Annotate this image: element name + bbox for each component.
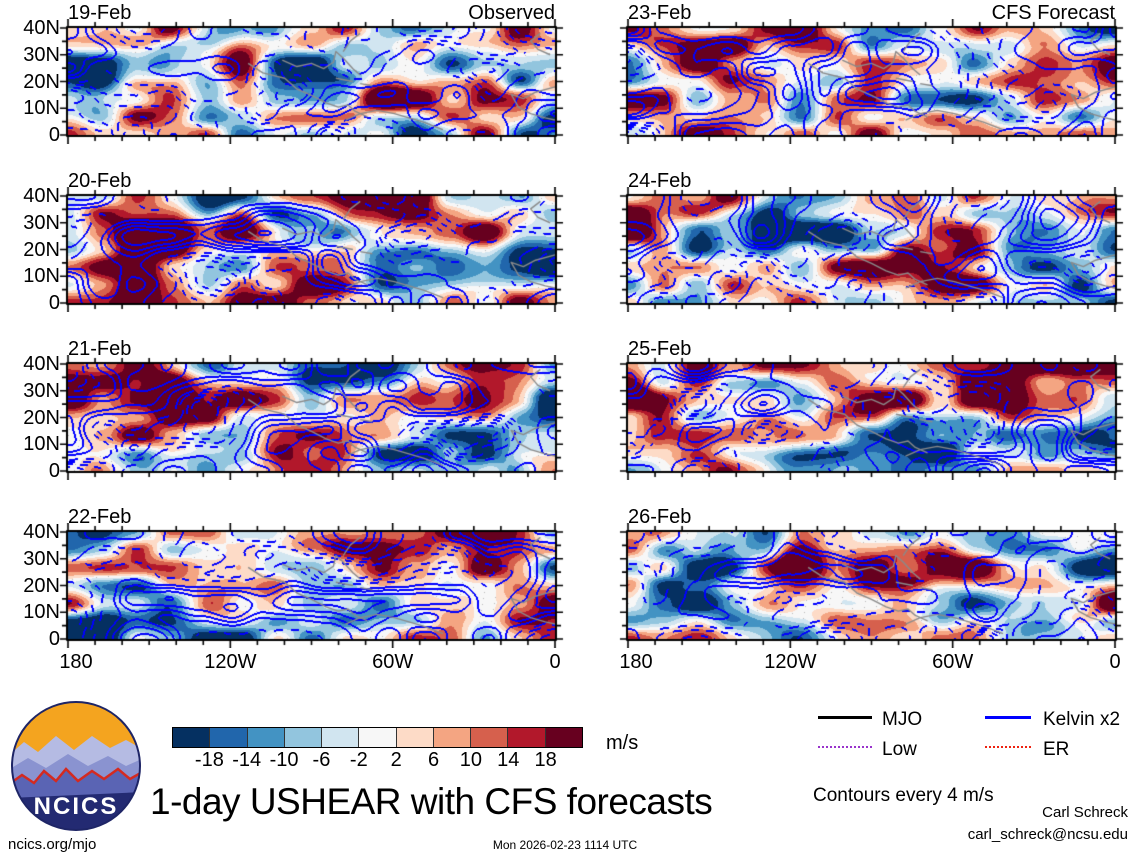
panel-date-21-feb: 21-Feb bbox=[68, 338, 132, 360]
map-panel-19-feb bbox=[59, 19, 564, 144]
panel-date-22-feb: 22-Feb bbox=[68, 506, 132, 528]
x-tick-label: 60W bbox=[372, 651, 414, 673]
y-tick-label: 20N bbox=[23, 574, 60, 597]
x-tick-label: 180 bbox=[59, 651, 93, 673]
colorbar-tick-label: -2 bbox=[349, 749, 368, 771]
colorbar-segment bbox=[471, 728, 509, 747]
contour-interval-note: Contours every 4 m/s bbox=[813, 785, 994, 806]
y-tick-label: 30N bbox=[23, 43, 60, 66]
x-tick-label: 0 bbox=[549, 651, 561, 673]
y-tick-label: 10N bbox=[23, 265, 60, 288]
map-panel-23-feb bbox=[619, 19, 1124, 144]
colorbar-tick-label: -14 bbox=[232, 749, 262, 771]
footer-author-email[interactable]: carl_schreck@ncsu.edu bbox=[967, 826, 1128, 843]
y-tick-label: 20N bbox=[23, 238, 60, 261]
colorbar-segment bbox=[322, 728, 360, 747]
colorbar-tick-label: -10 bbox=[269, 749, 299, 771]
colorbar-segment bbox=[247, 728, 285, 747]
colorbar-segment bbox=[210, 728, 248, 747]
colorbar-segment bbox=[359, 728, 397, 747]
y-tick-label: 20N bbox=[23, 70, 60, 93]
legend-line-low bbox=[818, 746, 872, 748]
panel-date-23-feb: 23-Feb bbox=[628, 2, 692, 24]
y-tick-label: 30N bbox=[23, 211, 60, 234]
legend-label-mjo: MJO bbox=[882, 709, 923, 730]
legend-line-er bbox=[985, 746, 1031, 748]
map-panel-25-feb bbox=[619, 355, 1124, 480]
colorbar-units: m/s bbox=[606, 732, 639, 754]
x-tick-label: 120W bbox=[764, 651, 817, 673]
y-tick-label: 10N bbox=[23, 433, 60, 456]
x-tick-label: 0 bbox=[1109, 651, 1121, 673]
panel-date-24-feb: 24-Feb bbox=[628, 170, 692, 192]
colorbar-tick-label: 2 bbox=[390, 749, 402, 771]
panel-date-19-feb: 19-Feb bbox=[68, 2, 132, 24]
ncics-logo: NCICS bbox=[11, 701, 141, 831]
colorbar-segment bbox=[173, 728, 211, 747]
colorbar-tick-label: 6 bbox=[427, 749, 440, 771]
y-tick-label: 20N bbox=[23, 406, 60, 429]
colorbar-segment bbox=[545, 728, 582, 747]
colorbar-tick-label: 10 bbox=[459, 749, 483, 771]
colorbar-tick-label: 14 bbox=[497, 749, 520, 771]
legend-label-low: Low bbox=[882, 739, 917, 760]
legend-label-kelvin: Kelvin x2 bbox=[1043, 709, 1121, 730]
x-tick-label: 180 bbox=[619, 651, 653, 673]
logo-red-ridgeline bbox=[12, 767, 140, 787]
footer-author-name: Carl Schreck bbox=[1042, 804, 1128, 821]
column-title-cfs-forecast: CFS Forecast bbox=[991, 2, 1115, 24]
map-panel-21-feb bbox=[59, 355, 564, 480]
y-tick-label: 0 bbox=[48, 460, 60, 482]
footer-timestamp: Mon 2026-02-23 1114 UTC bbox=[492, 838, 638, 852]
logo-rim bbox=[11, 701, 141, 831]
colorbar-tick-label: 18 bbox=[534, 749, 557, 771]
colorbar-tick-label: -18 bbox=[194, 749, 224, 771]
x-tick-label: 120W bbox=[204, 651, 257, 673]
legend-label-er: ER bbox=[1043, 739, 1070, 760]
footer-site-link[interactable]: ncics.org/mjo bbox=[8, 836, 97, 853]
figure-title: 1-day USHEAR with CFS forecasts bbox=[150, 781, 713, 822]
y-tick-label: 40N bbox=[23, 353, 60, 375]
colorbar bbox=[172, 727, 583, 748]
map-panel-22-feb bbox=[59, 523, 564, 648]
y-tick-label: 0 bbox=[48, 292, 60, 314]
panel-date-25-feb: 25-Feb bbox=[628, 338, 692, 360]
colorbar-segment bbox=[433, 728, 472, 747]
colorbar-segment bbox=[284, 728, 323, 747]
y-tick-label: 10N bbox=[23, 97, 60, 120]
panel-date-26-feb: 26-Feb bbox=[628, 506, 692, 528]
y-tick-label: 30N bbox=[23, 379, 60, 402]
y-tick-label: 40N bbox=[23, 17, 60, 39]
colorbar-segment bbox=[508, 728, 546, 747]
y-tick-label: 0 bbox=[48, 124, 60, 146]
x-tick-label: 60W bbox=[932, 651, 974, 673]
colorbar-segment bbox=[396, 728, 434, 747]
legend-line-mjo bbox=[818, 716, 872, 719]
y-tick-label: 10N bbox=[23, 601, 60, 624]
y-tick-label: 0 bbox=[48, 628, 60, 650]
map-panel-20-feb bbox=[59, 187, 564, 312]
column-title-observed: Observed bbox=[468, 2, 555, 24]
ncics-logo-text: NCICS bbox=[34, 793, 119, 820]
panel-date-20-feb: 20-Feb bbox=[68, 170, 132, 192]
y-tick-label: 40N bbox=[23, 185, 60, 207]
y-tick-label: 30N bbox=[23, 547, 60, 570]
map-panel-26-feb bbox=[619, 523, 1124, 648]
y-tick-label: 40N bbox=[23, 521, 60, 543]
map-panel-24-feb bbox=[619, 187, 1124, 312]
legend-line-kelvin bbox=[985, 716, 1031, 719]
colorbar-tick-label: -6 bbox=[312, 749, 331, 771]
